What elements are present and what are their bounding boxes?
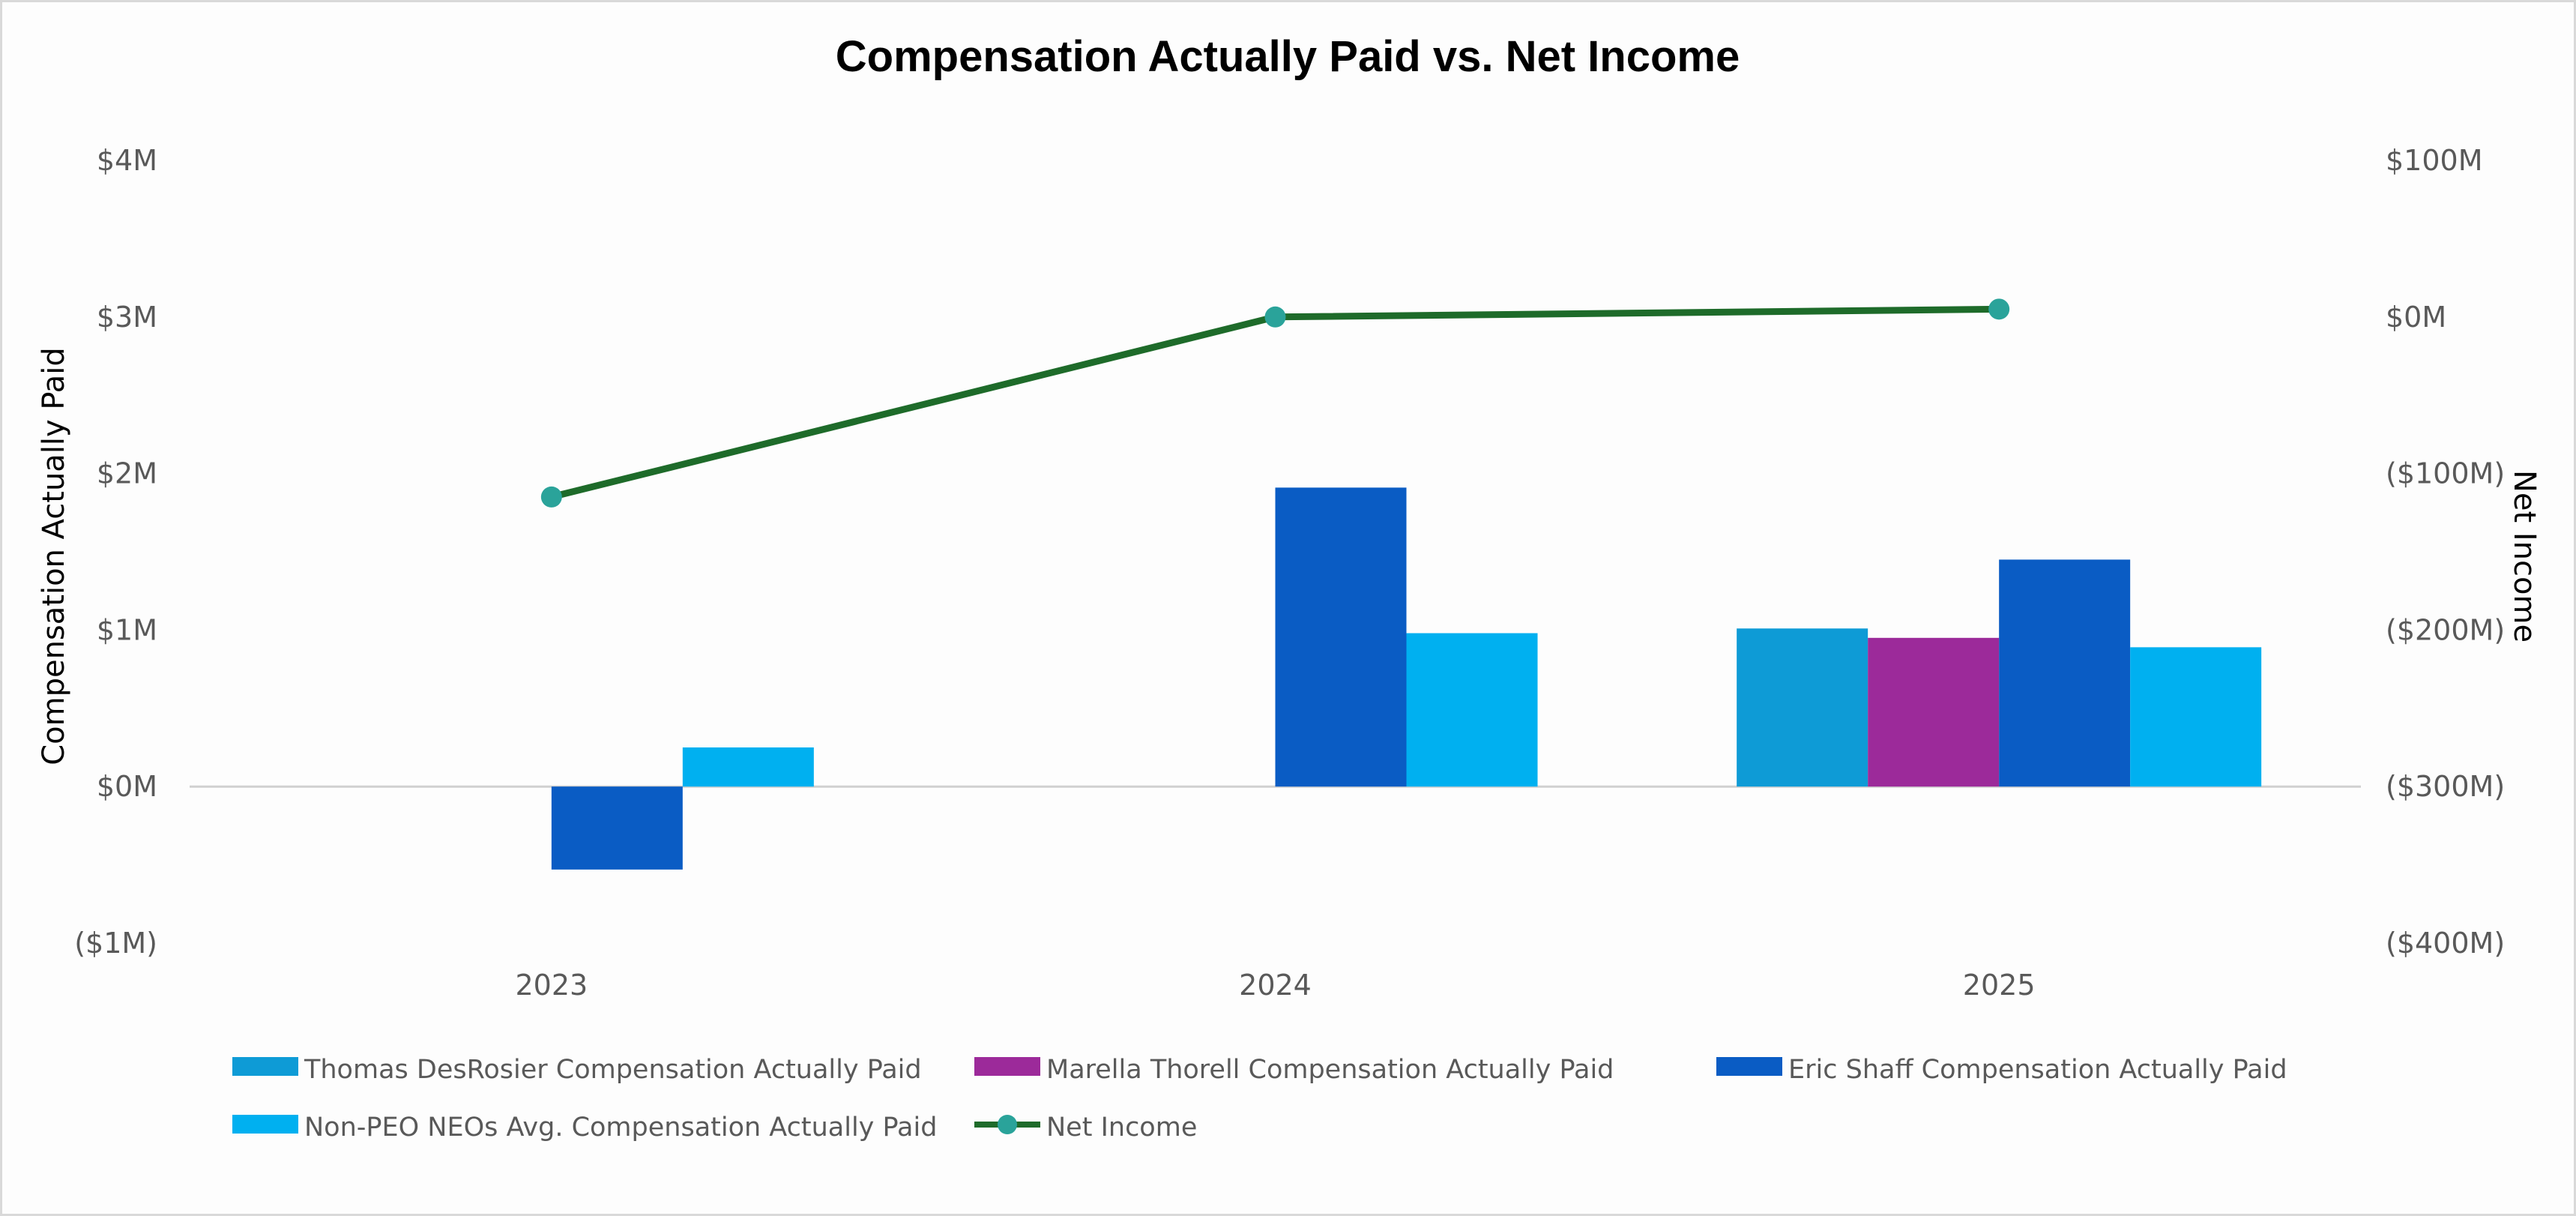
y2-tick-label: $100M [2386,144,2483,177]
legend-swatch [974,1057,1040,1076]
x-tick-label: 2023 [515,969,588,1002]
y2-tick-label: ($200M) [2386,613,2505,646]
y-tick-label: $3M [97,301,157,334]
legend-label: Marella Thorell Compensation Actually Pa… [1046,1055,1614,1085]
legend-swatch [232,1057,298,1076]
y-tick-label: $2M [97,457,157,490]
legend-label: Net Income [1046,1113,1197,1143]
legend-label: Non-PEO NEOs Avg. Compensation Actually … [304,1113,937,1143]
y2-tick-label: ($400M) [2386,927,2505,960]
legend: Thomas DesRosier Compensation Actually P… [232,1055,2287,1143]
bar [1868,637,2000,787]
y2-tick-label: ($100M) [2386,457,2505,490]
net-income-line [540,298,2010,508]
legend-label: Thomas DesRosier Compensation Actually P… [304,1055,922,1085]
bars [551,487,2262,870]
y2-axis-title: Net Income [2507,470,2542,642]
y-tick-label: $0M [97,770,157,803]
bar [682,747,814,787]
legend-label: Eric Shaff Compensation Actually Paid [1788,1055,2287,1085]
x-axis-ticks: 2023 2024 2025 [515,969,2035,1002]
x-tick-label: 2024 [1239,969,1312,1002]
bar [2130,647,2262,787]
y2-axis-ticks: ($400M) ($300M) ($200M) ($100M) $0M $100M [2386,144,2505,960]
bar [1999,559,2131,787]
y-tick-label: $4M [97,144,157,177]
y2-tick-label: ($300M) [2386,770,2505,803]
chart-title: Compensation Actually Paid vs. Net Incom… [836,32,1740,81]
y-tick-label: ($1M) [74,927,157,960]
net-income-point [1988,298,2010,320]
y-axis-title: Compensation Actually Paid [37,347,71,765]
net-income-point [540,486,562,508]
y-axis-ticks: ($1M) $0M $1M $2M $3M $4M [74,144,157,960]
legend-swatch [232,1115,298,1134]
bar [1406,633,1538,787]
net-income-point [1264,306,1286,328]
legend-marker [998,1115,1017,1134]
net-income-series-line [550,305,2000,501]
bar [1275,487,1407,787]
legend-swatch [1716,1057,1782,1076]
x-tick-label: 2025 [1963,969,2036,1002]
y2-tick-label: $0M [2386,301,2446,334]
bar [551,786,683,870]
bar [1737,628,1868,787]
y-tick-label: $1M [97,613,157,646]
